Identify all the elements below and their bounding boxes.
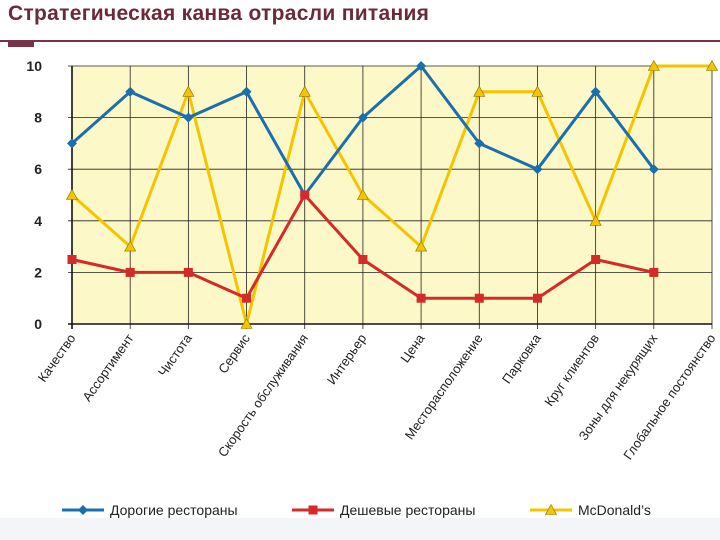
series-0-point <box>183 112 194 123</box>
series-0-point <box>532 164 543 175</box>
x-tick-label: Сервис <box>215 331 253 376</box>
series-2-point <box>531 85 544 97</box>
x-tick-label: Цена <box>397 330 428 365</box>
legend-marker-2 <box>544 503 558 515</box>
series-2-point <box>705 59 719 71</box>
series-1-point <box>591 255 601 264</box>
y-tick-label: 2 <box>34 264 42 280</box>
series-2-point <box>589 214 602 226</box>
x-tick-label: Парковка <box>499 330 544 386</box>
legend-label-1: Дешевые рестораны <box>340 502 475 518</box>
x-tick-label: Ассортимент <box>79 331 136 404</box>
series-2-point <box>240 317 253 329</box>
x-tick-label: Круг клиентов <box>541 331 602 409</box>
series-2-point <box>182 85 195 97</box>
series-0-point <box>590 86 601 97</box>
series-2-point <box>65 188 79 200</box>
series-2-point <box>298 85 311 97</box>
series-0-point <box>241 86 252 97</box>
series-1-point <box>67 255 77 264</box>
title-rule-tab <box>8 40 34 47</box>
legend-label-0: Дорогие рестораны <box>110 502 238 518</box>
page-title: Стратегическая канва отрасли питания <box>8 2 430 25</box>
y-tick-label: 4 <box>34 213 42 229</box>
plot-area <box>72 66 712 324</box>
y-tick-label: 0 <box>34 316 42 332</box>
bottom-band <box>0 518 720 540</box>
series-1-point <box>300 190 310 200</box>
series-1-point <box>416 293 426 303</box>
series-1-point <box>532 293 542 303</box>
series-2-point <box>124 240 137 252</box>
y-tick-label: 10 <box>26 58 42 74</box>
series-0-point <box>648 164 659 175</box>
series-0-point <box>474 138 485 149</box>
legend-label-2: McDonald’s <box>578 502 651 518</box>
title-rule <box>0 40 720 42</box>
x-tick-label: Чистота <box>155 330 195 379</box>
legend-marker-0 <box>78 505 88 515</box>
series-1-point <box>125 267 135 277</box>
series-1-point <box>474 293 484 303</box>
series-line-2 <box>71 64 712 326</box>
series-2-point <box>473 85 486 97</box>
series-1-point <box>358 255 368 264</box>
series-0-point <box>67 138 77 149</box>
y-tick-label: 8 <box>34 110 42 126</box>
series-1-point <box>242 293 252 303</box>
x-tick-label: Интерьер <box>324 331 370 387</box>
series-2-point <box>647 59 660 71</box>
y-tick-label: 6 <box>34 161 42 177</box>
series-0-point <box>416 61 427 71</box>
series-1-point <box>183 267 193 277</box>
series-2-point <box>415 240 428 252</box>
series-0-point <box>125 86 136 97</box>
series-1-point <box>649 267 659 277</box>
x-tick-label: Качество <box>35 331 79 385</box>
legend-marker-1 <box>308 505 318 515</box>
series-0-point <box>357 112 368 123</box>
series-2-point <box>356 188 369 200</box>
